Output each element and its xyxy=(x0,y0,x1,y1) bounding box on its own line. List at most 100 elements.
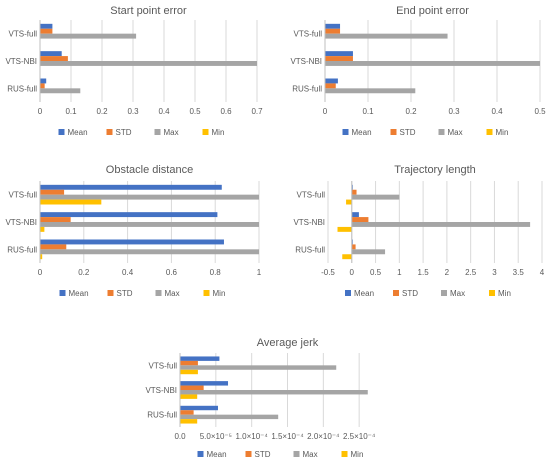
legend-swatch xyxy=(107,290,114,296)
bar-mean xyxy=(40,23,53,29)
x-tick-label: 1.5×10⁻⁴ xyxy=(271,432,304,441)
x-tick-label: 0 xyxy=(323,107,328,116)
bar-mean xyxy=(325,51,353,57)
bar-std xyxy=(40,244,67,250)
x-tick-label: 5.0×10⁻⁵ xyxy=(200,432,232,441)
bar-min xyxy=(180,369,198,375)
bar-min xyxy=(40,199,102,205)
x-tick-label: 0.4 xyxy=(158,107,170,116)
legend: Mean STD Max Min xyxy=(345,289,511,298)
x-tick-label: 0.0 xyxy=(174,432,186,441)
bar-mean xyxy=(40,51,62,57)
legend-entry: Max xyxy=(303,450,318,459)
legend-swatch xyxy=(390,129,397,135)
legend-swatch xyxy=(441,290,447,296)
bar-min xyxy=(346,199,352,205)
bar-mean xyxy=(325,23,341,29)
x-tick-label: 0 xyxy=(38,107,43,116)
bar-max xyxy=(180,414,279,420)
x-tick-label: 0.3 xyxy=(448,107,460,116)
chart-panel-1: Start point error 0 0.1 0.2 0.3 0.4 0.5 0.6 0.7 V… xyxy=(5,5,263,137)
bar-std xyxy=(180,385,204,390)
x-tick-label: 0.4 xyxy=(122,268,134,277)
legend-swatch xyxy=(59,290,66,296)
legend-swatch xyxy=(393,290,399,296)
x-tick-label: 0.4 xyxy=(491,107,503,116)
x-tick-label: 2 xyxy=(445,268,450,277)
category-label: VTS-full xyxy=(149,361,178,370)
legend-entry: Mean xyxy=(352,128,372,137)
x-tick-label: 0.6 xyxy=(166,268,178,277)
bar-max xyxy=(180,390,368,395)
legend-swatch xyxy=(438,129,445,135)
bar-max xyxy=(180,365,337,370)
legend-swatch xyxy=(58,129,65,135)
category-label: VTS-full xyxy=(9,191,38,200)
chart-panel-4: Trajectory length -0.5 0 0.5 1 1.5 2 2.5 3 3.5 4 VT… xyxy=(293,164,544,298)
x-tick-label: 0 xyxy=(38,268,43,277)
x-tick-label: 2.5×10⁻⁴ xyxy=(343,432,376,441)
bar-std xyxy=(325,56,353,61)
bar-min xyxy=(40,254,43,260)
legend-swatch xyxy=(489,290,495,296)
legend-entry: Max xyxy=(164,128,179,137)
category-label: VTS-NBI xyxy=(145,386,177,395)
legend-entry: STD xyxy=(402,289,418,298)
x-tick-label: 1 xyxy=(257,268,262,277)
legend: Mean STD Max Min xyxy=(342,128,509,137)
legend: Mean STD Max Min xyxy=(59,289,225,298)
legend-swatch xyxy=(342,129,349,135)
bar-mean xyxy=(180,381,229,386)
chart-title: Average jerk xyxy=(257,337,319,349)
x-tick-label: 3.5 xyxy=(513,268,525,277)
x-tick-label: 0.3 xyxy=(127,107,139,116)
x-tick-label: 1.0×10⁻⁴ xyxy=(235,432,268,441)
bar-mean xyxy=(325,78,338,84)
x-tick-label: 2.0×10⁻⁴ xyxy=(307,432,340,441)
x-tick-label: 0 xyxy=(350,268,355,277)
legend-entry: Max xyxy=(448,128,463,137)
bar-max xyxy=(40,33,137,39)
legend-swatch xyxy=(203,290,210,296)
x-tick-label: 0.2 xyxy=(405,107,417,116)
x-tick-label: 1 xyxy=(397,268,402,277)
category-label: VTS-full xyxy=(294,30,323,39)
legend: Mean STD Max Min xyxy=(58,128,225,137)
bar-max xyxy=(40,61,257,66)
legend-entry: Min xyxy=(212,128,225,137)
x-tick-label: 0.6 xyxy=(220,107,232,116)
bar-std xyxy=(351,244,356,250)
bar-max xyxy=(40,88,81,94)
legend-entry: STD xyxy=(117,289,133,298)
legend-entry: Min xyxy=(498,289,511,298)
x-tick-label: 0.5 xyxy=(189,107,201,116)
bar-max xyxy=(40,222,259,227)
x-tick-label: 0.1 xyxy=(65,107,77,116)
legend-entry: Mean xyxy=(68,128,88,137)
legend-entry: Mean xyxy=(69,289,89,298)
x-tick-label: 0.8 xyxy=(210,268,222,277)
legend-swatch xyxy=(341,451,348,457)
bar-max xyxy=(351,249,386,255)
category-label: VTS-NBI xyxy=(5,218,37,227)
x-tick-label: -0.5 xyxy=(321,268,335,277)
category-label: VTS-NBI xyxy=(293,218,325,227)
chart-title: Start point error xyxy=(110,5,187,17)
legend-swatch xyxy=(486,129,493,135)
x-tick-label: 2.5 xyxy=(465,268,477,277)
legend-entry: Min xyxy=(496,128,509,137)
x-tick-label: 0.5 xyxy=(534,107,546,116)
bar-max xyxy=(40,194,259,200)
category-label: VTS-NBI xyxy=(290,57,322,66)
bar-min xyxy=(40,226,45,232)
bar-std xyxy=(40,189,65,195)
bar-mean xyxy=(40,78,47,84)
chart-panel-2: End point error 0 0.1 0.2 0.3 0.4 0.5 VTS-full V… xyxy=(290,5,546,137)
chart-title: Trajectory length xyxy=(394,164,476,176)
bar-std xyxy=(40,28,53,34)
legend-swatch xyxy=(202,129,209,135)
bar-max xyxy=(351,194,400,200)
